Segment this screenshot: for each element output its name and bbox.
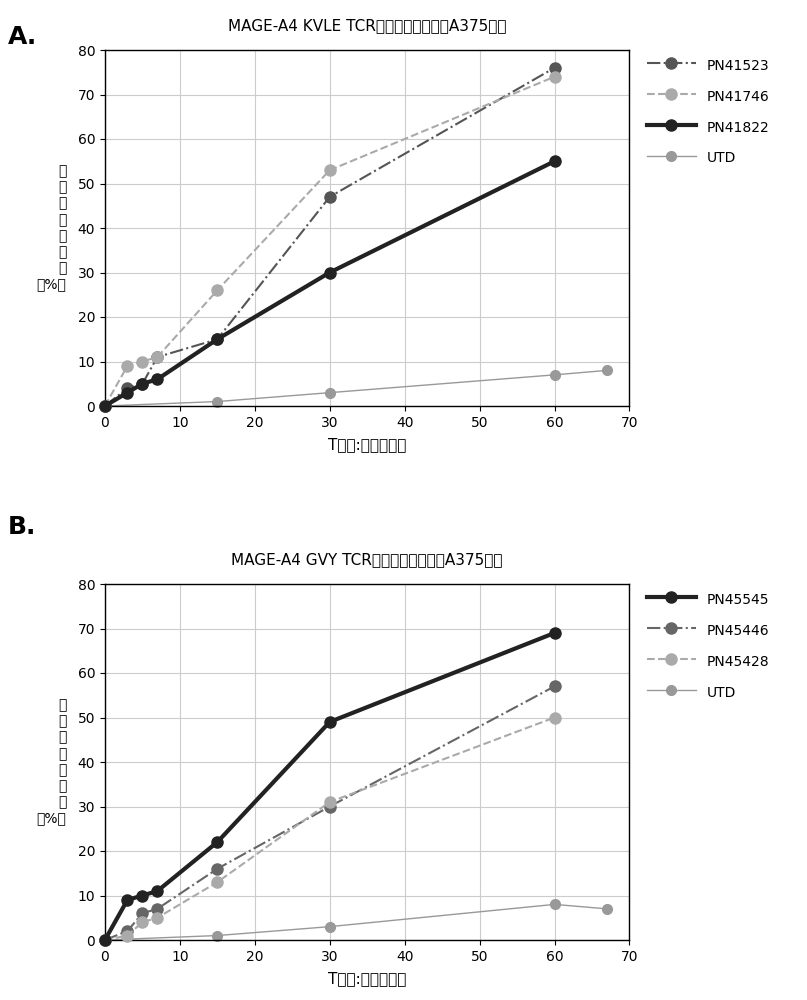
Title: MAGE-A4 GVY TCR介导的细胞毒性与A375细胞: MAGE-A4 GVY TCR介导的细胞毒性与A375细胞 [232,553,503,568]
X-axis label: T细胞:靶细胞比率: T细胞:靶细胞比率 [328,971,407,986]
Text: A.: A. [8,25,37,49]
Y-axis label: 细
胞
毒
性
百
分
比
（%）: 细 胞 毒 性 百 分 比 （%） [36,164,66,292]
Legend: PN41523, PN41746, PN41822, UTD: PN41523, PN41746, PN41822, UTD [647,57,769,166]
Title: MAGE-A4 KVLE TCR介导的细胞毒性与A375细胞: MAGE-A4 KVLE TCR介导的细胞毒性与A375细胞 [228,19,507,34]
Y-axis label: 细
胞
毒
性
百
分
比
（%）: 细 胞 毒 性 百 分 比 （%） [36,698,66,826]
X-axis label: T细胞:靶细胞比率: T细胞:靶细胞比率 [328,437,407,452]
Text: B.: B. [8,515,36,539]
Legend: PN45545, PN45446, PN45428, UTD: PN45545, PN45446, PN45428, UTD [647,591,769,700]
